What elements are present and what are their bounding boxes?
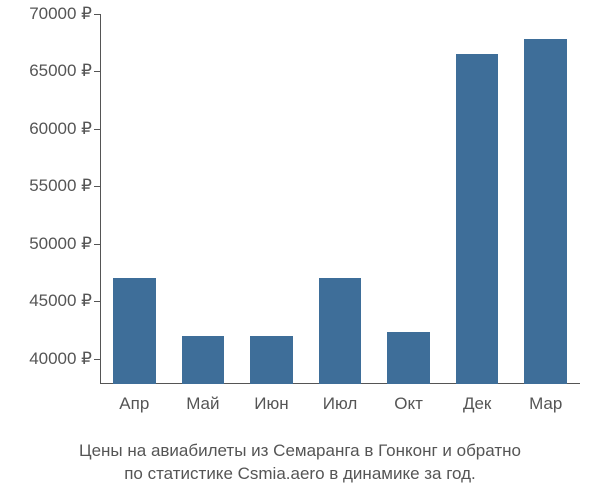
x-tick-label: Дек: [463, 384, 491, 414]
bar: [113, 278, 156, 384]
bars-container: [100, 14, 580, 384]
price-chart: 40000 ₽ 45000 ₽ 50000 ₽ 55000 ₽ 60000 ₽ 65000…: [0, 0, 600, 500]
x-tick-label: Июл: [323, 384, 358, 414]
x-tick-label: Мар: [529, 384, 562, 414]
caption-line-2: по статистике Csmia.aero в динамике за г…: [0, 463, 600, 486]
bar: [456, 54, 499, 384]
y-tick-label: 60000 ₽: [29, 119, 100, 139]
y-tick-label: 65000 ₽: [29, 61, 100, 81]
y-tick-label: 50000 ₽: [29, 234, 100, 254]
y-tick-label: 55000 ₽: [29, 176, 100, 196]
y-tick-mark: [94, 186, 100, 187]
x-tick-label: Июн: [254, 384, 288, 414]
bar: [250, 336, 293, 384]
caption-line-1: Цены на авиабилеты из Семаранга в Гонкон…: [0, 440, 600, 463]
x-tick-label: Окт: [394, 384, 423, 414]
bar: [524, 39, 567, 384]
y-tick-mark: [94, 244, 100, 245]
bar: [182, 336, 225, 384]
x-tick-label: Апр: [119, 384, 149, 414]
y-tick-mark: [94, 301, 100, 302]
bar: [319, 278, 362, 384]
chart-caption: Цены на авиабилеты из Семаранга в Гонкон…: [0, 440, 600, 486]
bar: [387, 332, 430, 384]
y-tick-label: 45000 ₽: [29, 291, 100, 311]
y-tick-mark: [94, 129, 100, 130]
x-tick-label: Май: [186, 384, 219, 414]
y-tick-mark: [94, 71, 100, 72]
plot-area: 40000 ₽45000 ₽50000 ₽55000 ₽60000 ₽65000…: [100, 14, 580, 384]
y-tick-mark: [94, 14, 100, 15]
y-tick-mark: [94, 359, 100, 360]
y-tick-label: 70000 ₽: [29, 4, 100, 24]
y-tick-label: 40000 ₽: [29, 349, 100, 369]
